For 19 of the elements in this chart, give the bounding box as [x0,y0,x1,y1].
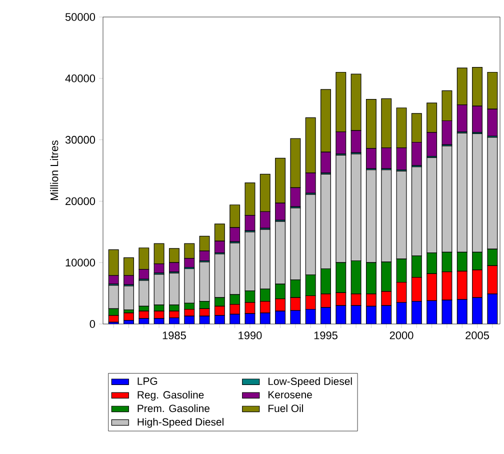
y-axis-title: Million Litres [50,140,58,200]
legend-label: Low-Speed Diesel [268,377,352,388]
y-tick-label: 0 [90,320,96,328]
x-tick-label: 2005 [466,332,489,340]
y-tick-label: 20000 [66,197,96,206]
x-tick-label: 1985 [162,332,186,340]
legend-label: High-Speed Diesel [138,418,224,428]
y-tick-label: 10000 [66,258,96,266]
legend-label: Reg. Gasoline [138,390,204,401]
x-tick-label: 1995 [314,332,338,340]
x-tick-label: 2000 [390,332,414,340]
legend-label: LPG [138,377,158,385]
legend-label: Prem. Gasoline [138,404,210,412]
legend-label: Fuel Oil [268,404,303,412]
x-tick-label: 1990 [238,332,262,340]
y-tick-label: 40000 [65,74,96,82]
y-tick-label: 50000 [65,13,96,21]
legend-label: Kerosene [268,391,312,398]
y-tick-label: 30000 [65,136,96,144]
